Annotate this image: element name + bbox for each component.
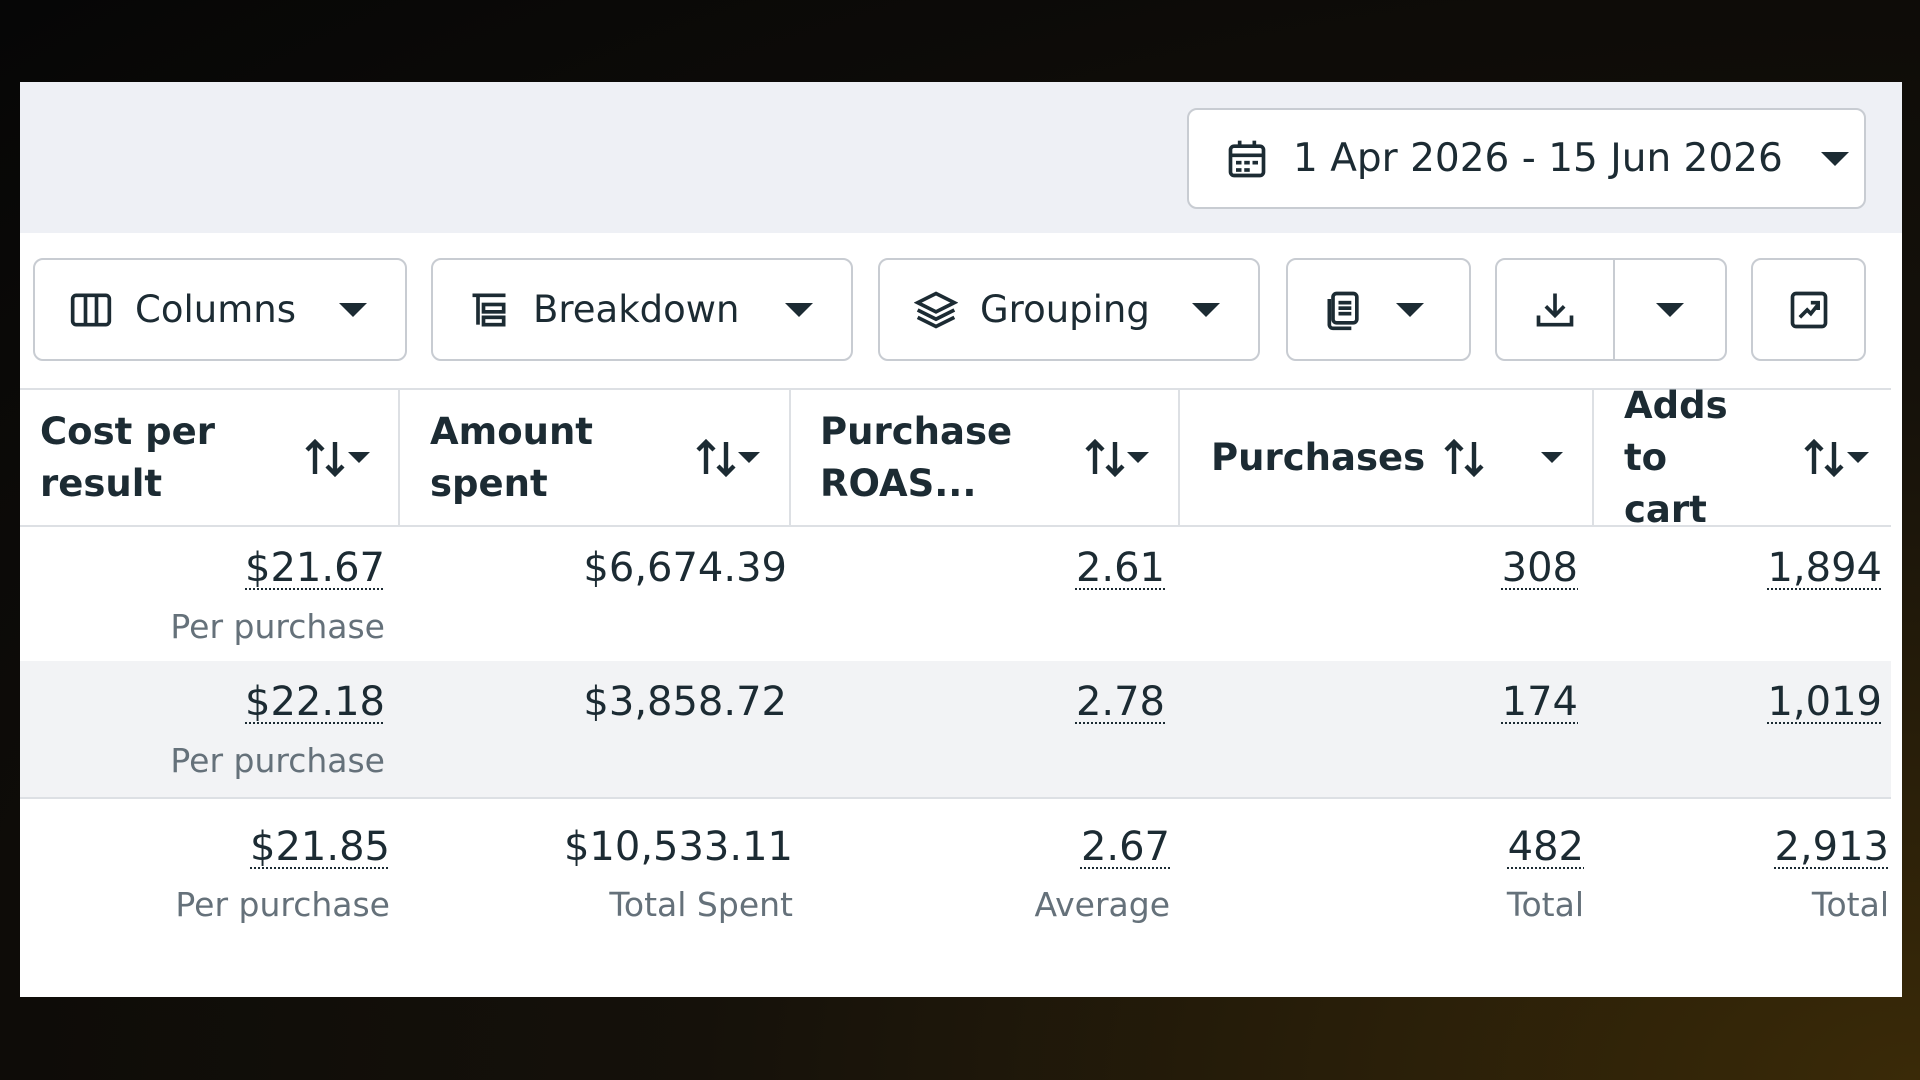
report-button[interactable] [1286, 258, 1471, 361]
column-divider [1178, 388, 1180, 527]
header-border [20, 388, 1891, 527]
caret [1396, 302, 1424, 317]
column-header[interactable]: Amount spent [430, 388, 630, 527]
column-divider [789, 388, 791, 527]
toolbar-button[interactable]: Columns [33, 258, 407, 361]
sort-button[interactable] [1081, 434, 1129, 486]
download-icon [1536, 293, 1574, 326]
cell-value[interactable]: 308 [1501, 545, 1578, 591]
cell-value[interactable]: $22.18 [245, 679, 385, 725]
date-range-label: 1 Apr 2026 - 15 Jun 2026 [1293, 136, 1783, 181]
summary-note: Average [1034, 885, 1170, 924]
button-icon [914, 290, 958, 329]
table-row [20, 527, 1891, 661]
summary-value: $10,533.11 [563, 824, 793, 870]
cell-value[interactable]: $21.67 [245, 545, 385, 591]
column-header-label: Cost per result [40, 409, 215, 505]
column-menu[interactable] [1847, 452, 1869, 463]
cell-value[interactable]: 1,019 [1767, 679, 1882, 725]
column-header-label: Amount spent [430, 409, 593, 505]
column-divider [1592, 388, 1594, 527]
table-row [20, 661, 1891, 797]
column-header-label: Purchases [1211, 435, 1426, 479]
sort-icon [696, 438, 736, 478]
cell-value[interactable]: 174 [1501, 679, 1578, 725]
sort-icon [1804, 438, 1844, 478]
cell-note: Per purchase [170, 741, 385, 780]
summary-value[interactable]: 482 [1507, 824, 1584, 870]
button-icon [70, 293, 112, 326]
calendar-icon [1228, 140, 1266, 177]
cell-value[interactable]: 1,894 [1767, 545, 1882, 591]
caret [339, 302, 367, 317]
column-divider [398, 388, 400, 527]
column-menu[interactable] [348, 452, 370, 463]
download-part[interactable] [1497, 260, 1615, 359]
download-menu[interactable] [1615, 260, 1725, 359]
sort-button[interactable] [1800, 434, 1848, 486]
summary-note: Per purchase [175, 885, 390, 924]
summary-note: Total [1506, 885, 1584, 924]
cell-value[interactable]: 2.61 [1075, 545, 1165, 591]
sort-button[interactable] [301, 434, 349, 486]
summary-value[interactable]: $21.85 [250, 824, 390, 870]
column-header[interactable]: Purchases [1211, 388, 1431, 527]
button-icon [472, 293, 506, 326]
column-menu[interactable] [1541, 452, 1563, 463]
share-button[interactable] [1751, 258, 1866, 361]
sort-button[interactable] [1440, 434, 1488, 486]
summary-note: Total [1811, 885, 1889, 924]
column-header-label: Adds to cart [1624, 383, 1728, 531]
cell-note: Per purchase [170, 607, 385, 646]
caret [785, 302, 813, 317]
sort-icon [305, 438, 345, 478]
cell-value: $3,858.72 [583, 679, 787, 725]
cell-value: $6,674.39 [583, 545, 787, 591]
column-header[interactable]: Adds to cart [1624, 384, 1754, 531]
export-split-button[interactable] [1495, 258, 1727, 361]
sort-icon [1085, 438, 1125, 478]
sort-button[interactable] [692, 434, 740, 486]
column-header[interactable]: Purchase ROAS... [820, 388, 1020, 527]
toolbar-button[interactable]: Grouping [878, 258, 1260, 361]
date-range-button[interactable]: 1 Apr 2026 - 15 Jun 2026 [1187, 108, 1866, 209]
report-icon [1327, 291, 1359, 330]
button-label: Grouping [980, 288, 1150, 331]
column-menu[interactable] [738, 452, 760, 463]
summary-note: Total Spent [609, 885, 793, 924]
summary-value[interactable]: 2.67 [1080, 824, 1170, 870]
column-menu[interactable] [1127, 452, 1149, 463]
share-icon [1790, 291, 1827, 328]
caret [1656, 302, 1684, 317]
sort-icon [1444, 438, 1484, 478]
button-label: Breakdown [533, 288, 740, 331]
caret [1820, 151, 1849, 166]
toolbar-button[interactable]: Breakdown [431, 258, 853, 361]
summary-row [20, 797, 1891, 997]
summary-value[interactable]: 2,913 [1774, 824, 1889, 870]
column-header[interactable]: Cost per result [40, 388, 240, 527]
caret [1192, 302, 1220, 317]
button-label: Columns [135, 288, 296, 331]
column-header-label: Purchase ROAS... [820, 409, 1013, 505]
cell-value[interactable]: 2.78 [1075, 679, 1165, 725]
reporting-panel: 1 Apr 2026 - 15 Jun 2026 Columns Breakdow… [20, 82, 1902, 997]
